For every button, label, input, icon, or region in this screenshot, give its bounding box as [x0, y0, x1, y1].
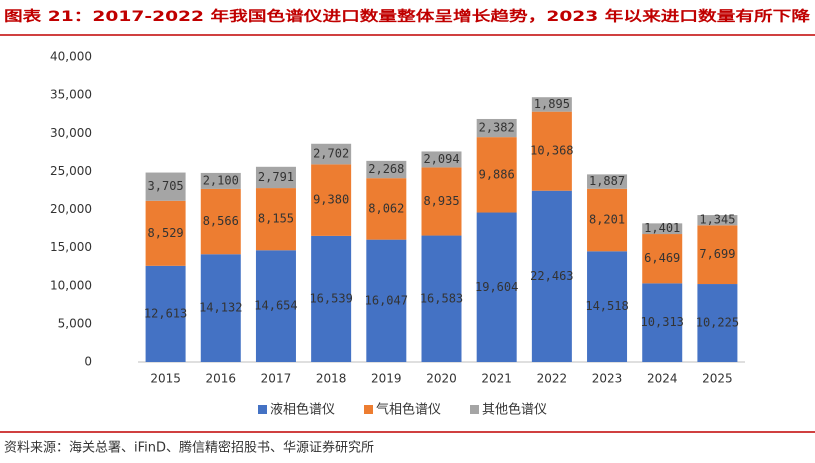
bar-segment	[531, 97, 572, 112]
bar-segment	[145, 200, 186, 266]
data-label: 9,380	[313, 193, 349, 207]
x-tick-label: 2021	[481, 372, 512, 386]
data-label: 2,382	[479, 121, 515, 135]
bar-segment	[476, 118, 517, 138]
data-label: 8,201	[589, 213, 625, 227]
data-label: 1,887	[589, 174, 625, 188]
y-tick-label: 0	[84, 355, 92, 369]
y-tick-label: 10,000	[50, 278, 92, 292]
data-label: 10,368	[530, 144, 573, 158]
bar-segment	[366, 239, 407, 362]
data-label: 7,699	[699, 247, 735, 261]
bar-segment	[421, 235, 462, 362]
x-tick-label: 2025	[702, 372, 733, 386]
data-label: 8,529	[148, 226, 184, 240]
legend-swatch	[364, 405, 373, 414]
bar-segment	[642, 234, 683, 284]
data-label: 14,654	[254, 299, 297, 313]
legend-label: 气相色谱仪	[376, 402, 441, 418]
data-label: 12,613	[144, 306, 187, 320]
data-label: 10,225	[696, 316, 739, 330]
x-tick-label: 2017	[261, 372, 292, 386]
bar-segment	[697, 215, 738, 226]
bar-segment	[255, 250, 296, 362]
data-label: 2,702	[313, 147, 349, 161]
bar-segment	[255, 188, 296, 251]
bar-segment	[366, 160, 407, 179]
data-label: 2,791	[258, 170, 294, 184]
bar-segment	[587, 174, 628, 189]
bar-segment	[255, 166, 296, 189]
x-tick-label: 2015	[150, 372, 181, 386]
data-label: 19,604	[475, 280, 518, 294]
data-label: 8,155	[258, 212, 294, 226]
bar-segment	[476, 137, 517, 213]
y-tick-label: 35,000	[50, 88, 92, 102]
y-tick-label: 5,000	[58, 316, 92, 330]
bar-segment	[421, 167, 462, 236]
bar-segment	[145, 172, 186, 201]
bar-segment	[200, 172, 241, 189]
bar-segment	[476, 212, 517, 362]
data-label: 2,100	[203, 173, 239, 187]
bar-segment	[642, 283, 683, 362]
bar-segment	[587, 188, 628, 252]
y-tick-label: 40,000	[50, 50, 92, 64]
data-label: 10,313	[641, 315, 684, 329]
data-label: 8,566	[203, 214, 239, 228]
data-label: 16,583	[420, 291, 463, 305]
x-tick-label: 2023	[592, 372, 623, 386]
y-tick-label: 20,000	[50, 202, 92, 216]
data-label: 14,132	[199, 301, 242, 315]
bar-segment	[200, 188, 241, 255]
bar-segment	[421, 151, 462, 168]
bar-segment	[311, 143, 352, 165]
y-tick-label: 30,000	[50, 126, 92, 140]
data-label: 1,401	[644, 221, 680, 235]
legend-label: 液相色谱仪	[270, 402, 335, 418]
x-tick-label: 2022	[537, 372, 568, 386]
bar-segment	[531, 111, 572, 191]
data-label: 2,094	[423, 152, 459, 166]
data-label: 3,705	[148, 179, 184, 193]
data-label: 16,539	[309, 291, 352, 305]
bar-segment	[642, 223, 683, 235]
chart-title: 图表 21：2017-2022 年我国色谱仪进口数量整体呈增长趋势，2023 年…	[4, 8, 811, 25]
x-tick-label: 2016	[205, 372, 236, 386]
x-tick-label: 2019	[371, 372, 402, 386]
data-label: 1,345	[699, 213, 735, 227]
bar-segment	[311, 164, 352, 236]
data-label: 14,518	[585, 299, 628, 313]
data-label: 6,469	[644, 251, 680, 265]
x-tick-label: 2020	[426, 372, 457, 386]
data-label: 2,268	[368, 162, 404, 176]
bar-segment	[311, 235, 352, 362]
data-label: 1,895	[534, 97, 570, 111]
bar-segment	[697, 284, 738, 362]
x-tick-label: 2018	[316, 372, 347, 386]
bar-segment	[531, 190, 572, 362]
data-label: 8,935	[423, 194, 459, 208]
legend-swatch	[470, 405, 479, 414]
bar-segment	[697, 225, 738, 285]
bar-segment	[200, 254, 241, 362]
data-label: 22,463	[530, 269, 573, 283]
bar-segment	[145, 265, 186, 362]
data-label: 16,047	[365, 293, 408, 307]
bar-segment	[587, 251, 628, 362]
data-label: 9,886	[479, 167, 515, 181]
y-tick-label: 25,000	[50, 164, 92, 178]
legend-swatch	[258, 405, 267, 414]
data-label: 8,062	[368, 201, 404, 215]
source-note: 资料来源：海关总署、iFinD、腾信精密招股书、华源证券研究所	[4, 440, 374, 456]
y-tick-label: 15,000	[50, 240, 92, 254]
bar-segment	[366, 178, 407, 240]
x-tick-label: 2024	[647, 372, 678, 386]
legend-label: 其他色谱仪	[482, 402, 547, 418]
